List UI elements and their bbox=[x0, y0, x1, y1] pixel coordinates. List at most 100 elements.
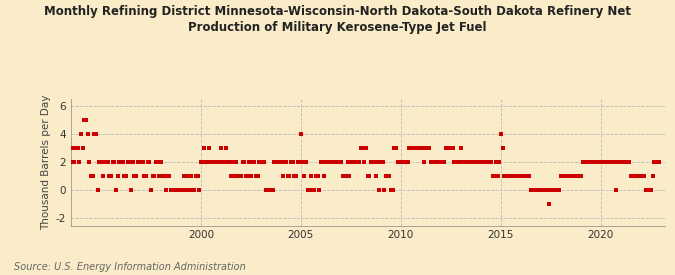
Point bbox=[59, 146, 70, 150]
Point bbox=[425, 160, 436, 164]
Point bbox=[80, 118, 91, 122]
Point bbox=[462, 160, 473, 164]
Point bbox=[614, 160, 624, 164]
Point bbox=[556, 174, 566, 178]
Point bbox=[187, 188, 198, 192]
Point bbox=[500, 174, 511, 178]
Point bbox=[484, 160, 495, 164]
Point bbox=[182, 174, 193, 178]
Point bbox=[147, 174, 158, 178]
Point bbox=[371, 174, 381, 178]
Point bbox=[84, 160, 95, 164]
Point bbox=[404, 146, 414, 150]
Point bbox=[89, 132, 100, 136]
Point bbox=[569, 174, 580, 178]
Point bbox=[315, 160, 326, 164]
Point bbox=[209, 160, 219, 164]
Point bbox=[244, 160, 254, 164]
Point bbox=[347, 160, 358, 164]
Point bbox=[331, 160, 342, 164]
Point bbox=[522, 174, 533, 178]
Point bbox=[601, 160, 612, 164]
Point bbox=[410, 146, 421, 150]
Point bbox=[197, 160, 208, 164]
Point bbox=[641, 188, 651, 192]
Point bbox=[161, 188, 171, 192]
Point bbox=[137, 160, 148, 164]
Point bbox=[332, 160, 343, 164]
Point bbox=[397, 160, 408, 164]
Point bbox=[622, 160, 633, 164]
Point bbox=[487, 174, 498, 178]
Point bbox=[90, 132, 101, 136]
Point bbox=[340, 174, 351, 178]
Point bbox=[172, 188, 183, 192]
Point bbox=[337, 174, 348, 178]
Point bbox=[297, 160, 308, 164]
Point bbox=[384, 174, 395, 178]
Point bbox=[179, 174, 190, 178]
Point bbox=[242, 174, 253, 178]
Point bbox=[424, 146, 435, 150]
Point bbox=[574, 174, 585, 178]
Point bbox=[457, 160, 468, 164]
Point bbox=[249, 160, 260, 164]
Point bbox=[634, 174, 645, 178]
Point bbox=[542, 188, 553, 192]
Point bbox=[349, 160, 360, 164]
Point bbox=[580, 160, 591, 164]
Point bbox=[374, 188, 385, 192]
Point bbox=[584, 160, 595, 164]
Point bbox=[261, 188, 271, 192]
Point bbox=[525, 188, 536, 192]
Point bbox=[604, 160, 615, 164]
Point bbox=[120, 174, 131, 178]
Point bbox=[76, 132, 86, 136]
Point bbox=[502, 174, 513, 178]
Y-axis label: Thousand Barrels per Day: Thousand Barrels per Day bbox=[41, 95, 51, 230]
Point bbox=[307, 188, 318, 192]
Point bbox=[299, 174, 310, 178]
Point bbox=[82, 132, 93, 136]
Point bbox=[585, 160, 596, 164]
Point bbox=[639, 174, 649, 178]
Point bbox=[344, 174, 354, 178]
Point bbox=[456, 146, 466, 150]
Point bbox=[176, 188, 186, 192]
Point bbox=[67, 146, 78, 150]
Point bbox=[122, 160, 133, 164]
Point bbox=[485, 160, 496, 164]
Point bbox=[399, 160, 410, 164]
Point bbox=[579, 160, 590, 164]
Point bbox=[224, 160, 235, 164]
Point bbox=[202, 160, 213, 164]
Point bbox=[325, 160, 336, 164]
Point bbox=[495, 132, 506, 136]
Point bbox=[510, 174, 521, 178]
Point bbox=[469, 160, 480, 164]
Point bbox=[624, 160, 634, 164]
Point bbox=[190, 174, 201, 178]
Point bbox=[144, 160, 155, 164]
Point bbox=[279, 160, 290, 164]
Point bbox=[406, 146, 416, 150]
Point bbox=[516, 174, 526, 178]
Point bbox=[532, 188, 543, 192]
Point bbox=[520, 174, 531, 178]
Point bbox=[148, 174, 159, 178]
Point bbox=[547, 188, 558, 192]
Point bbox=[87, 174, 98, 178]
Point bbox=[509, 174, 520, 178]
Point bbox=[234, 174, 244, 178]
Point bbox=[422, 146, 433, 150]
Point bbox=[309, 188, 320, 192]
Point bbox=[416, 146, 427, 150]
Point bbox=[104, 174, 115, 178]
Point bbox=[454, 160, 464, 164]
Point bbox=[620, 160, 631, 164]
Point bbox=[65, 160, 76, 164]
Point bbox=[167, 188, 178, 192]
Point bbox=[102, 160, 113, 164]
Point bbox=[214, 160, 225, 164]
Point bbox=[357, 146, 368, 150]
